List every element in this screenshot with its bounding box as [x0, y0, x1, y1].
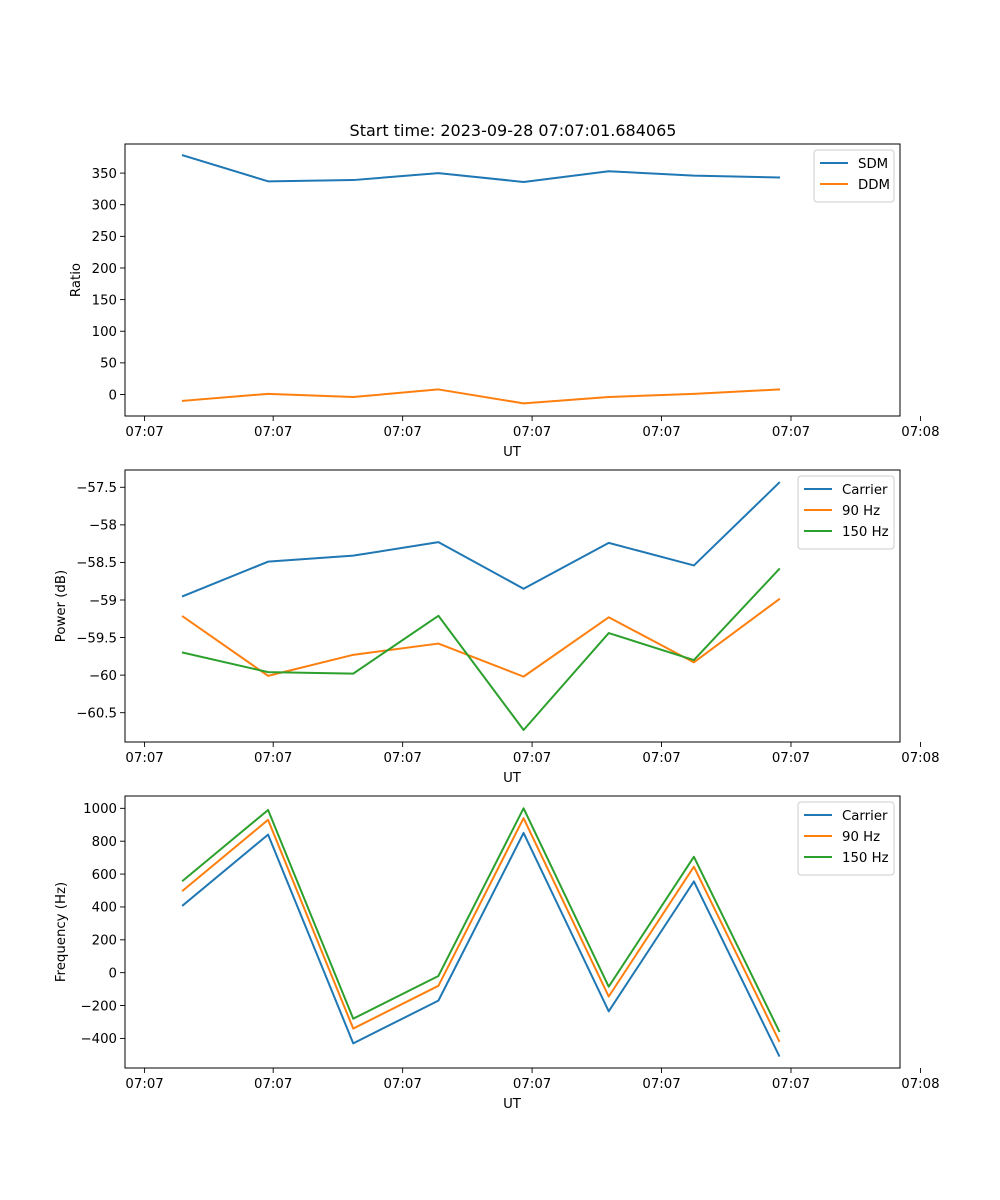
power-x-axis-label: UT	[503, 771, 522, 786]
ratio-x-tick-label: 07:07	[772, 425, 810, 440]
ratio-x-tick-label: 07:07	[254, 425, 292, 440]
ratio-series-sdm-line	[181, 154, 781, 183]
ratio-series-ddm-line	[181, 388, 781, 405]
power-y-tick-label: −59.5	[76, 631, 117, 646]
ratio-y-tick-label: 300	[92, 199, 117, 214]
power-panel: 07:07 07:07 07:07 07:07 07:07 07:07 07:08 −60.5…	[54, 469, 940, 786]
ratio-x-axis-label: UT	[503, 445, 522, 460]
frequency-x-tick-label: 07:07	[513, 1077, 551, 1092]
ratio-y-tick-label: 250	[92, 230, 117, 245]
frequency-y-tick-label: −400	[80, 1032, 117, 1047]
power-x-tick-label: 07:08	[901, 751, 939, 766]
ratio-x-tick-label: 07:07	[642, 425, 680, 440]
power-legend-label: 150 Hz	[842, 525, 889, 540]
power-y-axis-label: Power (dB)	[54, 570, 69, 642]
frequency-series-150-hz-line	[181, 807, 781, 1033]
frequency-x-tick-label: 07:07	[125, 1077, 163, 1092]
ratio-legend-label: SDM	[858, 157, 888, 172]
ratio-legend: SDM DDM	[813, 149, 895, 203]
frequency-x-tick-label: 07:07	[254, 1077, 292, 1092]
panels: 07:07 07:07 07:07 07:07 07:07 07:07 07:08 0 50 10…	[54, 143, 940, 1112]
power-y-tick-label: −60.5	[76, 706, 117, 721]
power-y-tick-label: −58	[89, 519, 117, 534]
ratio-x-tick-label: 07:07	[513, 425, 551, 440]
ratio-y-tick-label: 0	[109, 388, 117, 403]
frequency-panel: 07:07 07:07 07:07 07:07 07:07 07:07 07:08 −400 −…	[54, 795, 940, 1112]
frequency-legend-label: 150 Hz	[842, 851, 889, 866]
power-x-tick-label: 07:07	[383, 751, 421, 766]
frequency-x-axis-label: UT	[503, 1097, 522, 1112]
ratio-y-tick-label: 350	[92, 167, 117, 182]
ratio-y-tick-label: 150	[92, 293, 117, 308]
frequency-legend: Carrier 90 Hz 150 Hz	[797, 801, 895, 876]
frequency-y-tick-label: −200	[80, 999, 117, 1014]
frequency-x-tick-label: 07:07	[772, 1077, 810, 1092]
power-y-tick-label: −57.5	[76, 481, 117, 496]
figure-title: Start time: 2023-09-28 07:07:01.684065	[350, 121, 677, 140]
frequency-y-tick-label: 200	[92, 934, 117, 949]
ratio-y-tick-label: 200	[92, 262, 117, 277]
frequency-y-tick-label: 1000	[83, 802, 117, 817]
frequency-series-carrier-line	[181, 831, 781, 1058]
power-legend-label: Carrier	[842, 483, 888, 498]
frequency-legend-label: 90 Hz	[842, 830, 880, 845]
power-y-tick-label: −60	[89, 669, 117, 684]
ratio-y-tick-label: 100	[92, 325, 117, 340]
power-legend-label: 90 Hz	[842, 504, 880, 519]
power-x-tick-label: 07:07	[254, 751, 292, 766]
power-legend: Carrier 90 Hz 150 Hz	[797, 475, 895, 550]
frequency-x-tick-label: 07:07	[383, 1077, 421, 1092]
frequency-y-tick-label: 600	[92, 868, 117, 883]
power-x-tick-label: 07:07	[125, 751, 163, 766]
power-y-tick-label: −59	[89, 594, 117, 609]
ratio-panel: 07:07 07:07 07:07 07:07 07:07 07:07 07:08 0 50 10…	[69, 143, 940, 460]
power-series-150-hz-line	[181, 567, 781, 731]
power-axes-frame	[124, 469, 901, 743]
ratio-legend-label: DDM	[858, 178, 890, 193]
power-series-carrier-line	[181, 481, 781, 598]
frequency-y-tick-label: 0	[109, 966, 117, 981]
ratio-y-axis-label: Ratio	[69, 263, 84, 297]
power-x-tick-label: 07:07	[772, 751, 810, 766]
ratio-x-tick-label: 07:08	[901, 425, 939, 440]
frequency-series-90-hz-line	[181, 817, 781, 1043]
ratio-y-tick-label: 50	[100, 357, 117, 372]
frequency-x-tick-label: 07:07	[642, 1077, 680, 1092]
frequency-legend-label: Carrier	[842, 809, 888, 824]
power-x-tick-label: 07:07	[642, 751, 680, 766]
ratio-x-tick-label: 07:07	[383, 425, 421, 440]
frequency-x-tick-label: 07:08	[901, 1077, 939, 1092]
power-y-tick-label: −58.5	[76, 556, 117, 571]
frequency-y-tick-label: 400	[92, 901, 117, 916]
frequency-axes-frame	[124, 795, 901, 1069]
ratio-x-tick-label: 07:07	[125, 425, 163, 440]
frequency-y-axis-label: Frequency (Hz)	[54, 882, 69, 982]
power-x-tick-label: 07:07	[513, 751, 551, 766]
frequency-y-tick-label: 800	[92, 835, 117, 850]
ratio-axes-frame	[124, 143, 901, 417]
